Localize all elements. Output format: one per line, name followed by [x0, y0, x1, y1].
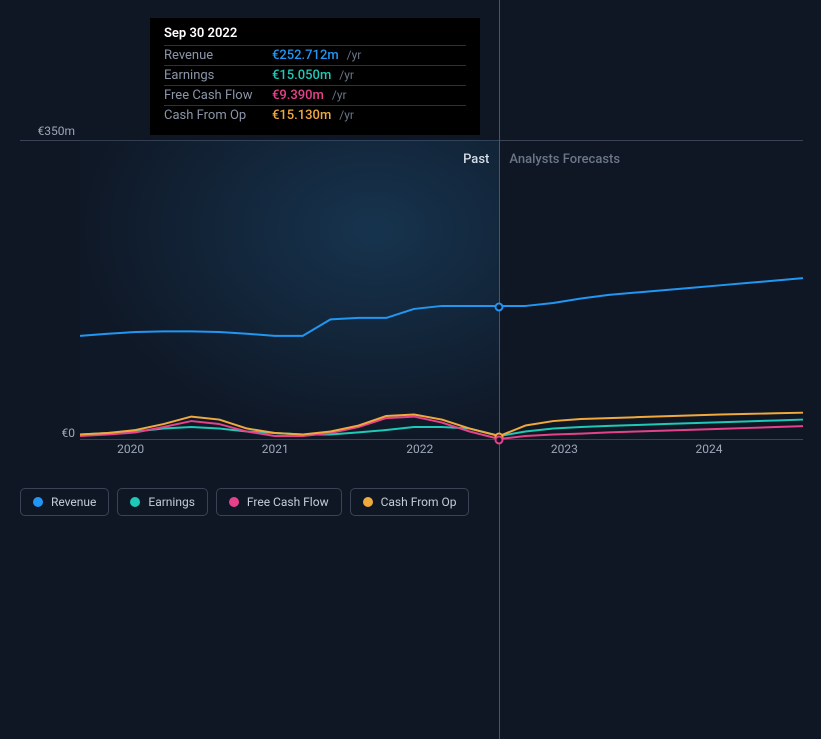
x-axis-tick: 2024	[696, 442, 723, 456]
chart-lines-svg	[80, 140, 803, 439]
legend-label: Free Cash Flow	[247, 495, 329, 509]
hover-marker-fcf	[495, 436, 504, 445]
tooltip-row-value: €9.390m	[272, 88, 324, 103]
legend-swatch	[229, 497, 239, 507]
tooltip-row-label: Revenue	[164, 48, 264, 63]
x-axis-tick: 2021	[262, 442, 289, 456]
tooltip-row: Free Cash Flow €9.390m/yr	[164, 85, 466, 105]
tooltip-date: Sep 30 2022	[164, 26, 466, 45]
legend-item[interactable]: Free Cash Flow	[216, 488, 342, 516]
tooltip-row-value: €15.130m	[272, 108, 331, 123]
x-axis: 2020 2021 2022 2023 2024	[80, 442, 803, 462]
legend-label: Cash From Op	[381, 495, 457, 509]
x-axis-tick: 2022	[406, 442, 433, 456]
legend-item[interactable]: Revenue	[20, 488, 109, 516]
series-line-revenue	[80, 278, 803, 336]
tooltip-row-unit: /yr	[339, 68, 354, 82]
legend-swatch	[363, 497, 373, 507]
plot-area[interactable]: Past Analysts Forecasts	[80, 140, 803, 440]
tooltip-row-unit: /yr	[332, 88, 347, 102]
tooltip-row-unit: /yr	[339, 108, 354, 122]
legend-label: Revenue	[51, 495, 96, 509]
legend-swatch	[130, 497, 140, 507]
chart-legend: Revenue Earnings Free Cash Flow Cash From O…	[20, 488, 469, 516]
tooltip-row: Cash From Op €15.130m/yr	[164, 105, 466, 125]
legend-item[interactable]: Earnings	[117, 488, 208, 516]
tooltip-row-value: €15.050m	[272, 68, 331, 83]
x-axis-tick: 2020	[117, 442, 144, 456]
legend-item[interactable]: Cash From Op	[350, 488, 470, 516]
series-line-cfo	[80, 413, 803, 436]
hover-marker-revenue	[495, 302, 504, 311]
tooltip-row-label: Earnings	[164, 68, 264, 83]
legend-label: Earnings	[148, 495, 195, 509]
tooltip-row: Revenue €252.712m/yr	[164, 45, 466, 65]
tooltip-row: Earnings €15.050m/yr	[164, 65, 466, 85]
legend-swatch	[33, 497, 43, 507]
x-axis-tick: 2023	[551, 442, 578, 456]
tooltip-row-value: €252.712m	[272, 48, 339, 63]
tooltip-row-unit: /yr	[347, 48, 362, 62]
y-axis-max-label: €350m	[20, 124, 75, 138]
tooltip-row-label: Free Cash Flow	[164, 88, 264, 103]
y-axis-zero-label: €0	[20, 426, 75, 440]
tooltip-row-label: Cash From Op	[164, 108, 264, 123]
chart-tooltip: Sep 30 2022 Revenue €252.712m/yr Earnings €…	[150, 18, 480, 135]
